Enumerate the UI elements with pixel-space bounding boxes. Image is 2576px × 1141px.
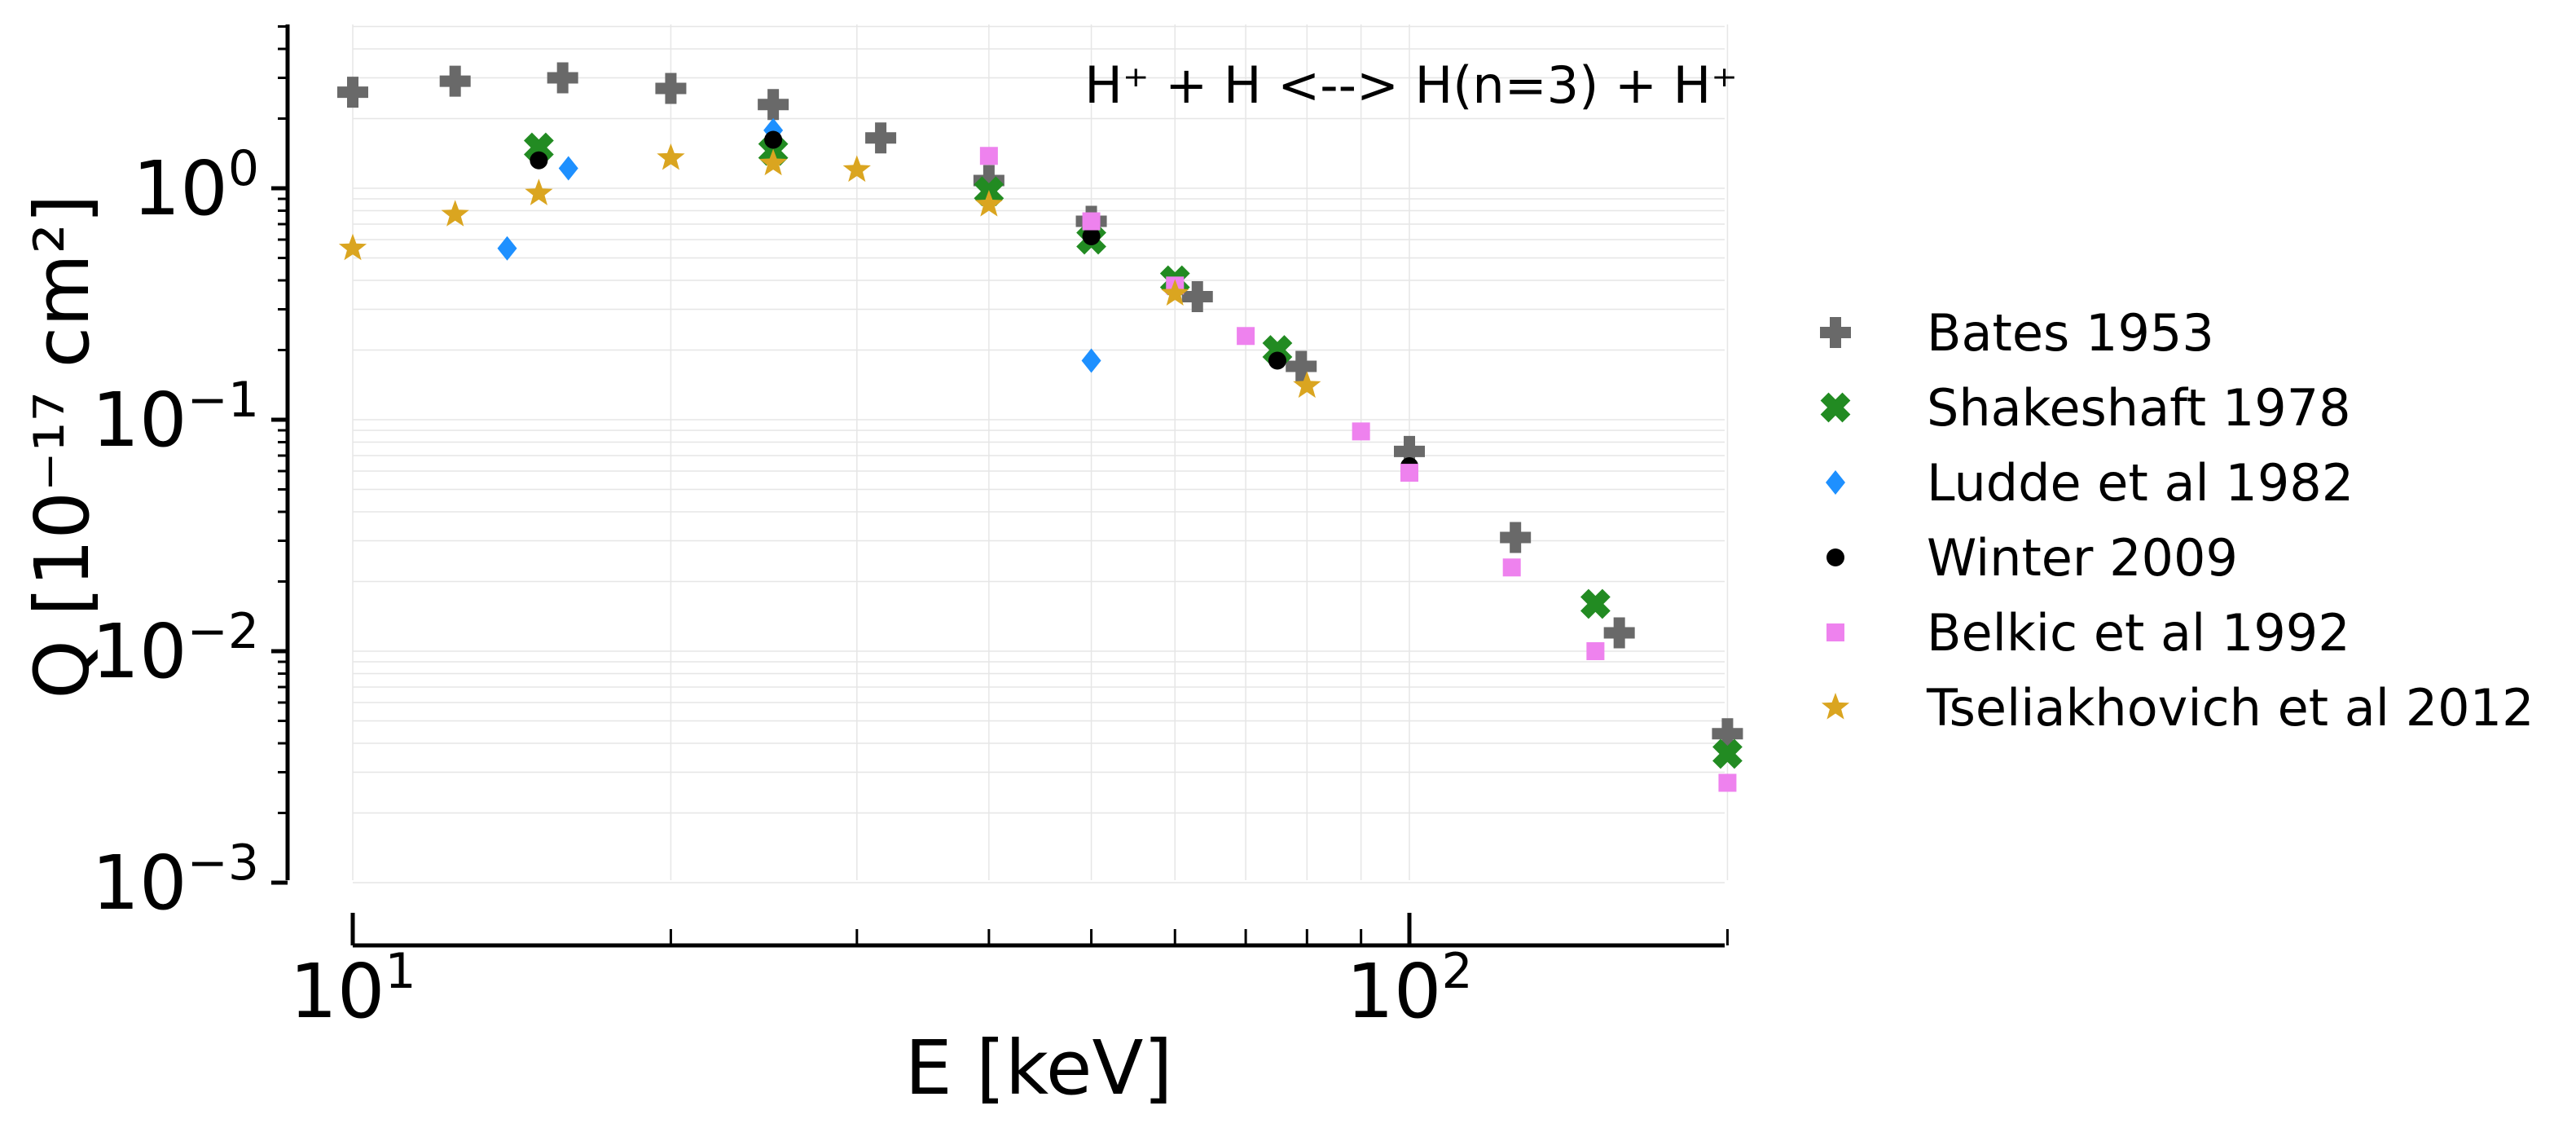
y-tick-label: 10−2 xyxy=(91,603,259,695)
x-tick-label: 102 xyxy=(1346,943,1472,1035)
legend-item: Shakeshaft 1978 xyxy=(1820,378,2351,438)
legend-marker-x xyxy=(1820,392,1851,423)
series-plus xyxy=(337,62,1743,750)
series-x xyxy=(524,132,1743,769)
data-point-plus xyxy=(1181,281,1213,313)
y-tick-label: 10−1 xyxy=(91,372,259,464)
legend-item: Ludde et al 1982 xyxy=(1826,453,2354,513)
data-point-star xyxy=(441,200,469,227)
data-point-diamond xyxy=(1081,348,1101,373)
data-point-star xyxy=(525,178,553,205)
data-point-circle xyxy=(1268,351,1286,370)
data-point-plus xyxy=(1712,718,1743,750)
data-point-square xyxy=(1082,212,1101,231)
data-point-x xyxy=(524,132,554,163)
data-point-star xyxy=(1161,279,1189,306)
data-point-square xyxy=(1237,327,1255,346)
tick-layer: 100 10−1 10−2 10−3 101 102 xyxy=(91,24,1729,1035)
data-point-plus xyxy=(1500,522,1532,553)
data-point-plus xyxy=(973,165,1004,196)
data-point-star xyxy=(974,190,1003,217)
data-point-plus xyxy=(1286,350,1317,382)
data-point-star xyxy=(657,143,685,170)
legend-marker-plus xyxy=(1820,317,1851,348)
data-point-x xyxy=(1580,588,1611,619)
legend-label: Tseliakhovich et al 2012 xyxy=(1926,678,2534,738)
data-point-circle xyxy=(1082,227,1101,245)
data-point-diamond xyxy=(497,236,517,261)
y-axis-label: Q [10⁻¹⁷ cm²] xyxy=(19,194,106,698)
data-point-square xyxy=(1718,773,1737,792)
legend-item: Winter 2009 xyxy=(1826,528,2238,588)
data-point-plus xyxy=(865,122,897,154)
data-point-square xyxy=(979,147,998,165)
x-axis-label: E [keV] xyxy=(905,1024,1173,1112)
legend-label: Ludde et al 1982 xyxy=(1927,453,2354,513)
legend-marker-square xyxy=(1826,623,1844,641)
legend-marker-diamond xyxy=(1826,470,1845,495)
data-point-plus xyxy=(655,73,687,104)
data-point-x xyxy=(1712,738,1743,769)
legend-item: Bates 1953 xyxy=(1820,303,2214,363)
data-point-circle xyxy=(530,151,548,170)
data-point-square xyxy=(1400,464,1418,482)
data-point-plus xyxy=(547,62,578,94)
y-tick-label: 100 xyxy=(133,140,259,232)
series-diamond xyxy=(497,117,1101,373)
legend-item: Belkic et al 1992 xyxy=(1826,603,2350,663)
series-star xyxy=(338,143,1321,399)
x-tick-label: 101 xyxy=(289,943,415,1035)
y-tick-label: 10−3 xyxy=(91,835,259,927)
legend-label: Bates 1953 xyxy=(1927,303,2214,363)
legend-marker-circle xyxy=(1826,548,1844,566)
data-point-square xyxy=(1586,642,1605,660)
data-point-star xyxy=(1293,371,1321,399)
data-point-square xyxy=(1352,422,1370,441)
chart-title: H⁺ + H <--> H(n=3) + H⁺ xyxy=(1084,55,1738,115)
data-point-diamond xyxy=(558,156,578,181)
grid-layer xyxy=(352,24,1729,883)
axis-layer xyxy=(285,24,1725,948)
data-point-plus xyxy=(1603,617,1635,649)
data-point-plus xyxy=(439,65,471,97)
data-point-star xyxy=(842,155,871,183)
legend-label: Winter 2009 xyxy=(1927,528,2238,588)
data-point-square xyxy=(1502,558,1521,577)
marker-layer xyxy=(337,62,1743,792)
legend-marker-star xyxy=(1821,693,1850,720)
data-point-plus xyxy=(1394,435,1425,467)
data-point-plus xyxy=(337,77,368,108)
legend-label: Shakeshaft 1978 xyxy=(1927,378,2351,438)
legend-item: Tseliakhovich et al 2012 xyxy=(1821,678,2534,738)
data-point-plus xyxy=(758,89,789,121)
data-point-star xyxy=(759,148,788,176)
data-point-star xyxy=(338,233,367,261)
data-point-circle xyxy=(764,130,783,149)
legend-label: Belkic et al 1992 xyxy=(1927,603,2350,663)
legend: Bates 1953 Shakeshaft 1978 Ludde et al 198… xyxy=(1820,303,2534,738)
